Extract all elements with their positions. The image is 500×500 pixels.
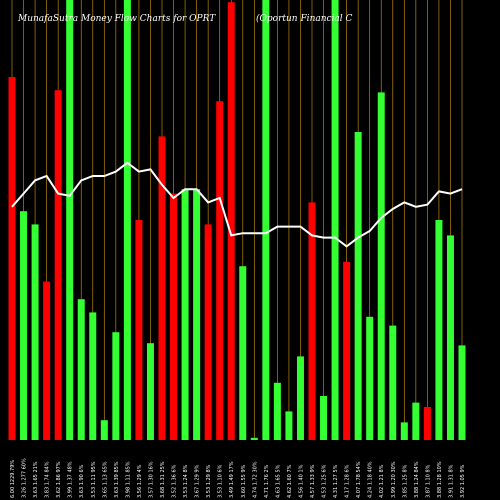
x-tick-label: 3.99 1.37 48%	[68, 461, 74, 498]
x-tick-label: 4.31 1.27 5%	[333, 464, 339, 498]
bar	[100, 420, 108, 440]
bar	[400, 422, 408, 440]
x-tick-label: 3.53 1.10 6%	[218, 464, 224, 498]
bar	[43, 281, 51, 440]
x-tick-label: 3.62 1.86 97%	[56, 461, 62, 498]
bar	[423, 407, 431, 440]
x-tick-label: 3.57 1.30 16%	[148, 461, 154, 498]
bar	[112, 332, 120, 440]
x-tick-label: 3.65 1.13 65%	[102, 461, 108, 498]
x-tick-label: 3.92 1.05 9%	[460, 464, 466, 498]
bar	[435, 220, 443, 440]
x-tick-label: 3.53 1.24 8%	[183, 464, 189, 498]
bar	[389, 325, 397, 440]
bar	[458, 345, 466, 440]
x-tick-label: 3.63 1.90 6%	[79, 464, 85, 498]
bar	[227, 2, 235, 440]
bar	[54, 90, 62, 440]
x-tick-label: 4.02 1.21 8%	[379, 464, 385, 498]
x-tick-label: 3.56 1.29 4%	[137, 464, 143, 498]
bar	[193, 189, 201, 440]
x-tick-label: 3.49 1.49 17%	[229, 461, 235, 498]
x-tick-label: 4.56 1.40 1%	[298, 464, 304, 498]
x-tick-label: 6.00 1229.79%	[10, 460, 16, 498]
bar	[135, 220, 143, 440]
x-tick-label: 4.71 1.76 2%	[264, 464, 270, 498]
x-tick-label: 3.83 1.74 84%	[45, 461, 51, 498]
x-tick-label: 3.63 1.39 85%	[114, 461, 120, 498]
x-tick-label: 3.91 1.31 8%	[448, 464, 454, 498]
bar	[8, 77, 16, 440]
chart-title: MunafaSutra Money Flow Charts for OPRT	[17, 14, 216, 24]
bar	[170, 193, 178, 440]
bar	[20, 211, 28, 440]
x-tick-label: 4.74 1.72 30%	[252, 461, 258, 498]
bar	[31, 224, 39, 440]
x-tick-label: 3.99 1.20 30%	[391, 461, 397, 498]
bar	[273, 382, 281, 440]
bar	[77, 299, 85, 440]
x-tick-label: 3.26 1.277 60%	[22, 458, 28, 498]
bar	[296, 356, 304, 440]
bar	[308, 202, 316, 440]
bar	[446, 235, 454, 440]
x-tick-label: 4.63 1.65 5%	[275, 464, 281, 498]
x-tick-label: 3.68 1.31 25%	[160, 461, 166, 498]
x-tick-label: 3.85 1.25 8%	[402, 464, 408, 498]
bar	[123, 0, 131, 440]
x-tick-label: 3.52 1.36 6%	[172, 464, 178, 498]
bar	[181, 189, 189, 440]
bar	[204, 224, 212, 440]
x-tick-label: 3.53 1.11 95%	[91, 461, 97, 498]
x-tick-label: 4.24 1.18 40%	[368, 461, 374, 498]
bar	[239, 266, 247, 440]
x-tick-label: 4.57 1.33 9%	[310, 464, 316, 498]
bar	[262, 0, 270, 440]
x-tick-label: 3.87 1.10 8%	[425, 464, 431, 498]
bar	[146, 343, 154, 440]
bar	[366, 316, 374, 440]
x-tick-label: 3.98 1.11 85%	[125, 461, 131, 498]
x-tick-label: 3.67 1.29 9%	[195, 464, 201, 498]
x-tick-label: 3.60 1.55 9%	[241, 464, 247, 498]
x-tick-label: 4.07 1.78 54%	[356, 461, 362, 498]
bar	[285, 411, 293, 440]
x-tick-label: 4.53 1.25 6%	[322, 464, 328, 498]
bar	[412, 402, 420, 440]
bar	[216, 101, 224, 440]
bar	[320, 396, 328, 440]
bar	[66, 0, 74, 440]
x-tick-label: 3.88 1.24 84%	[414, 461, 420, 498]
x-tick-label: 3.53 1.29 8%	[206, 464, 212, 498]
bar	[331, 0, 339, 440]
x-tick-label: 4.17 1.28 6%	[345, 464, 351, 498]
bar	[377, 92, 385, 441]
bar	[354, 132, 362, 440]
x-tick-label: 3.63 1.65 21%	[33, 461, 39, 498]
x-tick-label: 3.88 1.28 10%	[437, 461, 443, 498]
x-tick-label: 4.62 1.60 7%	[287, 464, 293, 498]
bar	[158, 136, 166, 440]
bar	[343, 261, 351, 440]
bar	[89, 312, 97, 440]
chart-subtitle: (Oportun Financial C	[256, 13, 353, 24]
bar	[250, 437, 258, 440]
flow-line	[11, 161, 463, 248]
